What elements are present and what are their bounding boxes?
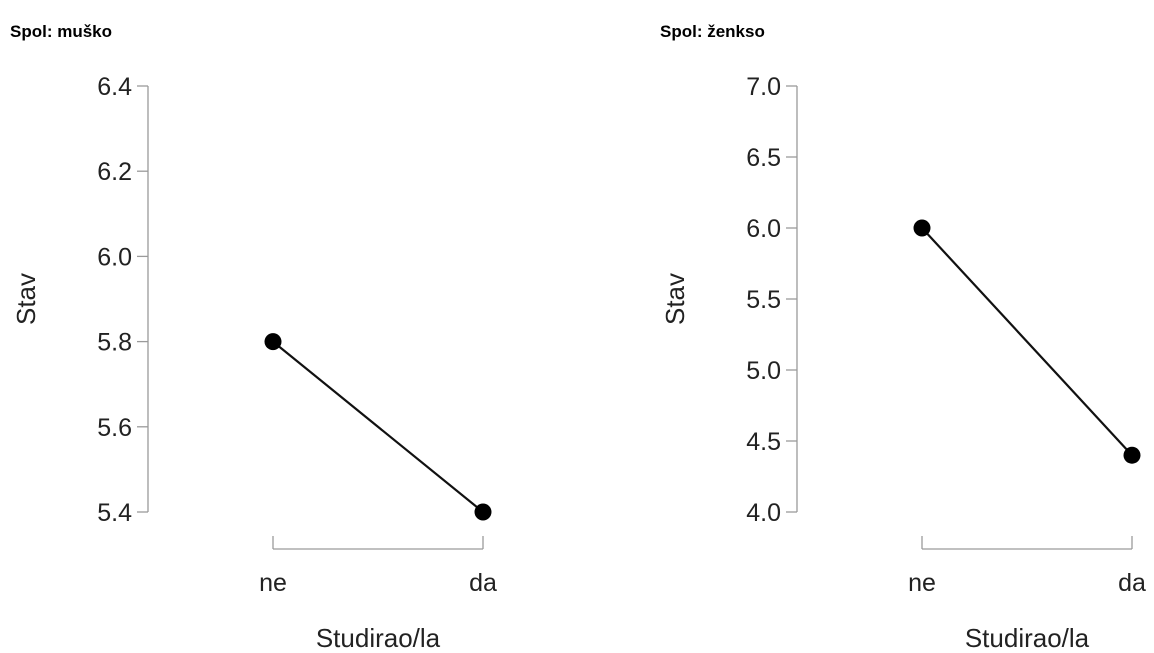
x-axis-title: Studirao/la xyxy=(965,623,1090,653)
y-tick-label: 6.5 xyxy=(746,144,781,172)
y-tick-label: 6.0 xyxy=(746,215,781,243)
y-tick-label: 5.5 xyxy=(746,286,781,314)
y-tick-label: 5.6 xyxy=(97,414,132,442)
y-tick-label: 5.0 xyxy=(746,357,781,385)
y-tick-label: 6.2 xyxy=(97,158,132,186)
y-tick-label: 5.4 xyxy=(97,499,132,527)
panel-title-zensko: Spol: ženkso xyxy=(660,22,765,41)
y-tick-label: 7.0 xyxy=(746,73,781,101)
y-tick-label: 6.0 xyxy=(97,243,132,271)
y-axis-title: Stav xyxy=(660,273,690,325)
data-point xyxy=(474,503,492,521)
data-point xyxy=(1123,446,1141,464)
y-tick-label: 4.0 xyxy=(746,499,781,527)
series-line xyxy=(272,340,484,513)
panel-title-musko: Spol: muško xyxy=(10,22,113,41)
x-tick-label: da xyxy=(1118,569,1146,597)
y-tick-label: 5.8 xyxy=(97,329,132,357)
data-point xyxy=(264,333,282,351)
y-tick-label: 4.5 xyxy=(746,428,781,456)
x-tick-label: ne xyxy=(908,569,936,597)
series-line xyxy=(921,227,1133,456)
x-tick-label: ne xyxy=(259,569,287,597)
x-tick-label: da xyxy=(469,569,497,597)
data-point xyxy=(913,219,931,237)
x-axis-title: Studirao/la xyxy=(316,623,441,653)
y-axis-title: Stav xyxy=(11,273,41,325)
y-tick-label: 6.4 xyxy=(97,73,132,101)
